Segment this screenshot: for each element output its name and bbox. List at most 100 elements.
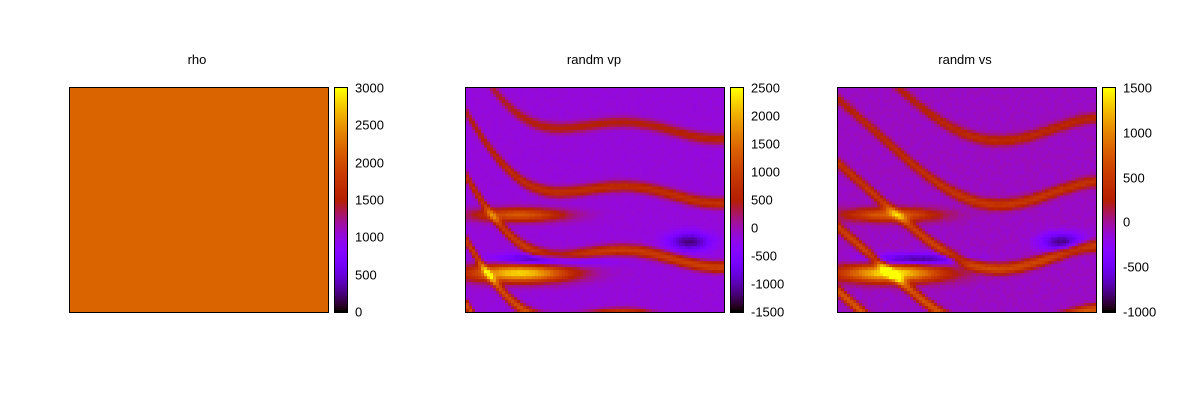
heatmap-cell xyxy=(580,177,584,182)
heatmap-cell xyxy=(475,138,479,143)
heatmap-cell xyxy=(649,207,653,212)
heatmap-cell xyxy=(532,225,536,229)
heatmap-cell xyxy=(721,105,724,110)
heatmap-cell xyxy=(607,192,611,197)
heatmap-cell xyxy=(637,174,641,179)
heatmap-cell xyxy=(505,108,509,113)
heatmap-cell xyxy=(655,132,659,137)
heatmap-cell xyxy=(718,129,722,134)
heatmap-cell xyxy=(598,174,602,179)
heatmap-cell xyxy=(679,201,683,206)
colorbar-step xyxy=(335,244,347,247)
heatmap-cell xyxy=(544,255,548,259)
heatmap-cell xyxy=(481,120,485,125)
heatmap-cell xyxy=(559,93,563,98)
heatmap-cell xyxy=(493,210,497,215)
heatmap-cell xyxy=(595,108,599,113)
heatmap-cell xyxy=(568,132,572,137)
heatmap-cell xyxy=(664,180,668,185)
heatmap-cell xyxy=(481,141,485,146)
heatmap-cell xyxy=(658,198,662,203)
heatmap-cell xyxy=(691,210,695,215)
heatmap-cell xyxy=(511,117,515,122)
heatmap-cell xyxy=(631,126,635,131)
heatmap-cell xyxy=(631,189,635,194)
heatmap-cell xyxy=(574,177,578,182)
heatmap-cell xyxy=(496,216,500,221)
heatmap-cell xyxy=(694,246,698,250)
heatmap-cell xyxy=(538,222,542,226)
colorbar-step xyxy=(335,242,347,245)
heatmap-cell xyxy=(703,129,707,134)
heatmap-cell xyxy=(466,153,470,158)
heatmap-cell xyxy=(511,249,515,253)
heatmap-cell xyxy=(631,138,635,143)
heatmap-cell xyxy=(499,183,503,188)
heatmap-cell xyxy=(718,213,722,218)
heatmap-cell xyxy=(700,147,704,152)
heatmap-cell xyxy=(529,99,533,104)
heatmap-cell xyxy=(676,252,680,256)
heatmap-cell xyxy=(634,225,638,229)
heatmap-cell xyxy=(475,168,479,173)
heatmap-cell xyxy=(547,192,551,197)
heatmap-cell xyxy=(514,189,518,194)
heatmap-cell xyxy=(601,186,605,191)
heatmap-cell xyxy=(550,144,554,149)
heatmap-cell xyxy=(550,132,554,137)
heatmap-cell xyxy=(688,210,692,215)
heatmap-cell xyxy=(469,159,473,164)
heatmap-cell xyxy=(514,120,518,125)
heatmap-cell xyxy=(544,88,548,92)
heatmap-cell xyxy=(709,144,713,149)
heatmap-cell xyxy=(592,249,596,253)
heatmap-cell xyxy=(532,210,536,215)
heatmap-cell xyxy=(580,156,584,161)
heatmap-cell xyxy=(586,162,590,167)
heatmap-cell xyxy=(595,195,599,200)
heatmap-cell xyxy=(565,159,569,164)
heatmap-cell xyxy=(715,162,719,167)
heatmap-cell xyxy=(715,246,719,250)
heatmap-cell xyxy=(688,219,692,223)
heatmap-cell xyxy=(616,138,620,143)
colorbar-step xyxy=(335,88,347,91)
heatmap-cell xyxy=(601,177,605,182)
heatmap-cell xyxy=(565,156,569,161)
heatmap-cell xyxy=(646,201,650,206)
heatmap-cell xyxy=(493,237,497,241)
heatmap-cell xyxy=(580,186,584,191)
heatmap-cell xyxy=(565,177,569,182)
heatmap-cell xyxy=(592,204,596,209)
heatmap-cell xyxy=(712,96,716,101)
heatmap-cell xyxy=(532,117,536,122)
heatmap-cell xyxy=(523,210,527,215)
heatmap-cell xyxy=(646,90,650,95)
heatmap-cell xyxy=(535,162,539,167)
heatmap-cell xyxy=(541,129,545,134)
heatmap-cell xyxy=(700,195,704,200)
heatmap-cell xyxy=(556,222,560,226)
heatmap-cell xyxy=(709,141,713,146)
heatmap-cell xyxy=(646,117,650,122)
heatmap-cell xyxy=(508,192,512,197)
heatmap-cell xyxy=(652,120,656,125)
heatmap-cell xyxy=(673,219,677,223)
heatmap-cell xyxy=(562,177,566,182)
heatmap-cell xyxy=(604,210,608,215)
heatmap-cell xyxy=(640,177,644,182)
heatmap-cell xyxy=(469,186,473,191)
heatmap-cell xyxy=(532,219,536,223)
heatmap-cell xyxy=(682,168,686,173)
heatmap-cell xyxy=(658,183,662,188)
heatmap-cell xyxy=(535,123,539,128)
heatmap-cell xyxy=(505,210,509,215)
heatmap-cell xyxy=(544,186,548,191)
heatmap-cell xyxy=(706,234,710,238)
heatmap-cell xyxy=(523,216,527,221)
heatmap-cell xyxy=(715,213,719,218)
heatmap-cell xyxy=(583,219,587,223)
heatmap-cell xyxy=(568,249,572,253)
heatmap-cell xyxy=(622,180,626,185)
heatmap-cell xyxy=(607,141,611,146)
